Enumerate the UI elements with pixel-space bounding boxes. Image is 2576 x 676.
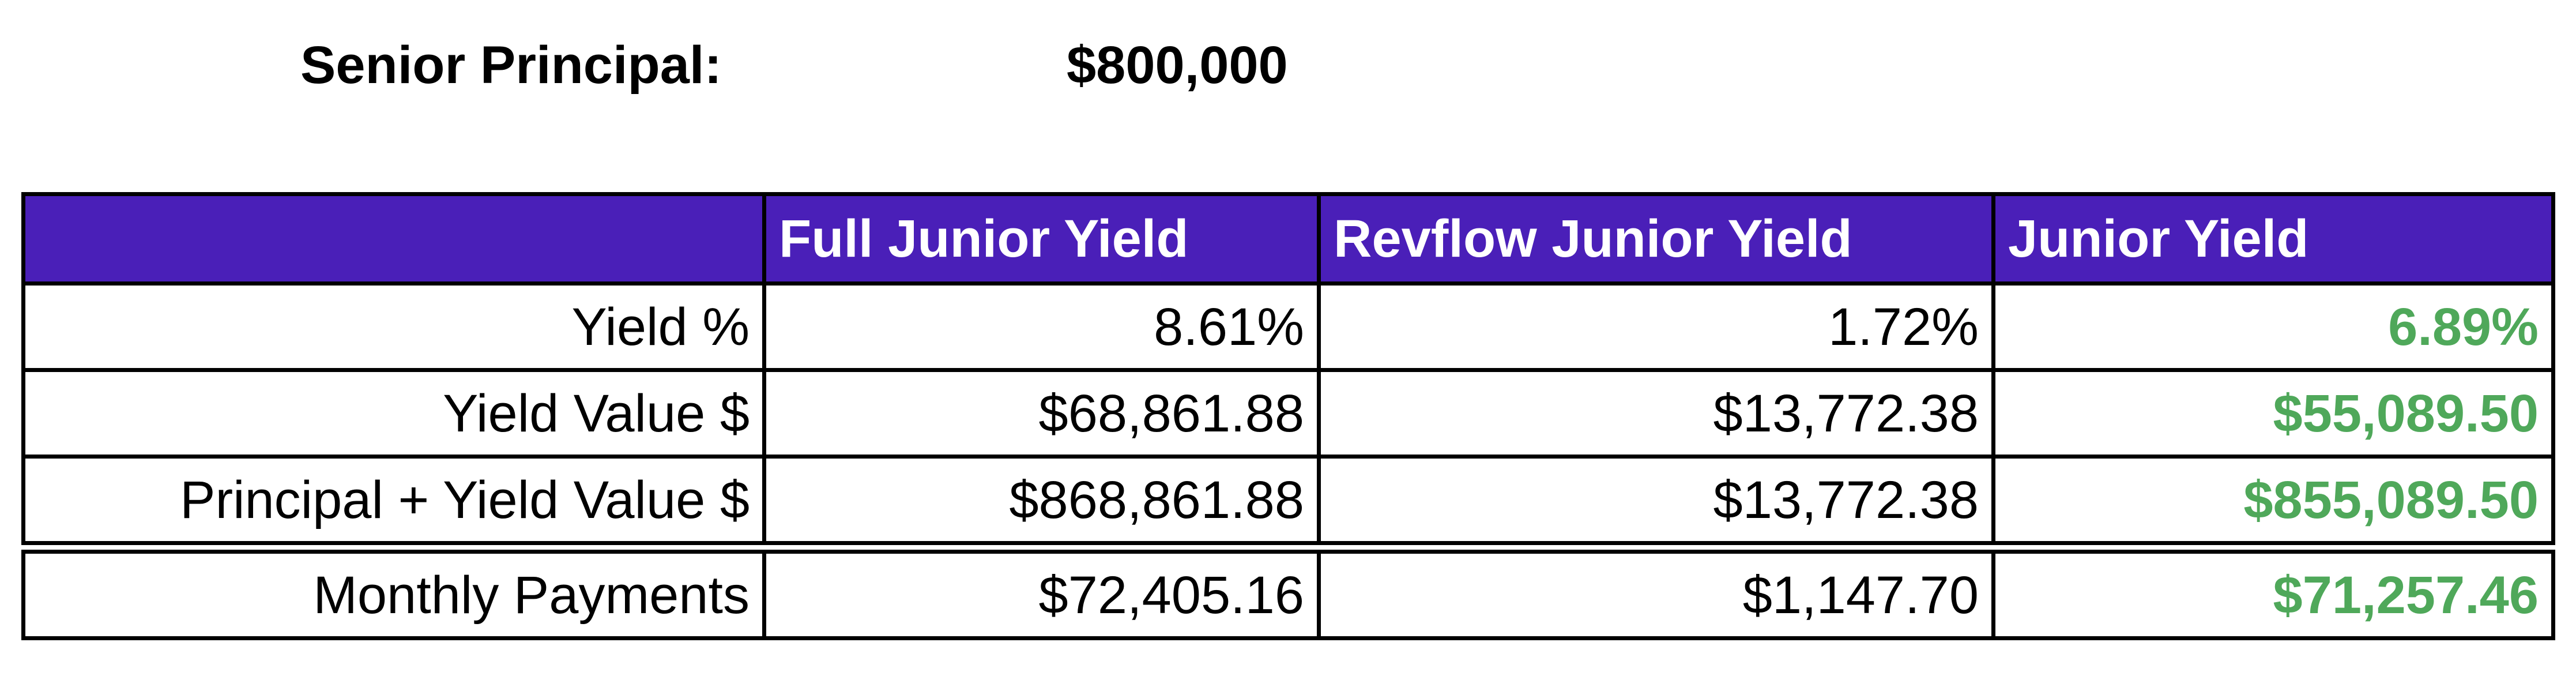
table-row: Principal + Yield Value $ $868,861.88 $1… (21, 455, 2555, 550)
row-label: Monthly Payments (21, 541, 766, 640)
revflow-junior-yield-cell: $1,147.70 (1317, 541, 1995, 640)
full-junior-yield-cell: $868,861.88 (762, 455, 1321, 550)
revflow-junior-yield-cell: $13,772.38 (1317, 455, 1995, 550)
table-row: Yield Value $ $68,861.88 $13,772.38 $55,… (21, 368, 2555, 459)
table-header-row: Full Junior Yield Revflow Junior Yield J… (21, 192, 2555, 286)
junior-yield-cell: $855,089.50 (1991, 455, 2555, 550)
table-row: Monthly Payments $72,405.16 $1,147.70 $7… (21, 541, 2555, 640)
revflow-junior-yield-cell: 1.72% (1317, 281, 1995, 372)
row-label: Yield Value $ (21, 368, 766, 459)
column-header-junior-yield: Junior Yield (1991, 192, 2555, 286)
full-junior-yield-cell: 8.61% (762, 281, 1321, 372)
table-row: Yield % 8.61% 1.72% 6.89% (21, 281, 2555, 372)
row-label: Principal + Yield Value $ (21, 455, 766, 550)
full-junior-yield-cell: $72,405.16 (762, 541, 1321, 640)
senior-principal-label: Senior Principal: (300, 36, 722, 95)
column-header-blank (21, 192, 766, 286)
senior-principal-value: $800,000 (1067, 36, 1288, 95)
column-header-revflow-junior-yield: Revflow Junior Yield (1317, 192, 1995, 286)
yield-table: Full Junior Yield Revflow Junior Yield J… (21, 192, 2555, 640)
junior-yield-cell: 6.89% (1991, 281, 2555, 372)
junior-yield-cell: $55,089.50 (1991, 368, 2555, 459)
row-label: Yield % (21, 281, 766, 372)
junior-yield-cell: $71,257.46 (1991, 541, 2555, 640)
revflow-junior-yield-cell: $13,772.38 (1317, 368, 1995, 459)
full-junior-yield-cell: $68,861.88 (762, 368, 1321, 459)
column-header-full-junior-yield: Full Junior Yield (762, 192, 1321, 286)
